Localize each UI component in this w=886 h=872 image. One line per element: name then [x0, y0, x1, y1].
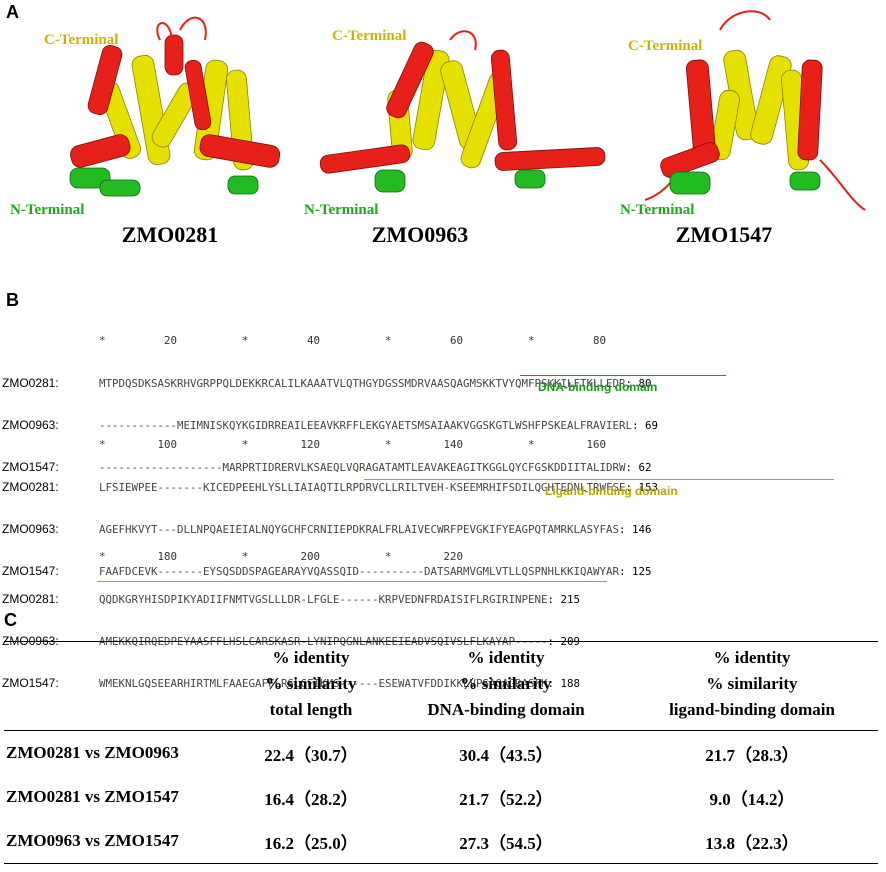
alignment-ruler: * 20 * 40 * 60 * 80: [0, 334, 658, 348]
alignment-row: ZMO0281: LFSIEWPEE-------KICEDPEEHLYSLLIA…: [0, 480, 658, 494]
header-total-length: total length: [269, 700, 353, 719]
dna-domain-underline: [520, 375, 726, 376]
cell-ligand: 13.8（22.3）: [626, 819, 878, 864]
alignment-row: ZMO1547: FAAFDCEVK-------EYSQSDDSPAGEARAY…: [0, 564, 658, 578]
header-dna-identity: % identity: [386, 641, 626, 668]
ruler-text: * 100 * 120 * 140 * 160: [99, 438, 607, 451]
table-row: ZMO0281 vs ZMO1547 16.4（28.2） 21.7（52.2）…: [4, 775, 878, 819]
c-terminal-label: C-Terminal: [332, 28, 407, 44]
cell-dna: 21.7（52.2）: [459, 789, 553, 809]
cell-total: 22.4（30.7）: [236, 730, 386, 775]
n-terminal-label: N-Terminal: [620, 202, 695, 218]
sequence-name: ZMO0281:: [2, 592, 59, 606]
structure-zmo0963-render: [319, 30, 606, 193]
header-total-similarity: % similarity: [265, 674, 357, 693]
sequence-text: MTPDQSDKSASKRHVGRPPQLDEKKRCALILKAAATVLQT…: [99, 377, 626, 390]
ligand-domain-underline: [364, 479, 834, 480]
sequence-name: ZMO1547:: [2, 564, 59, 578]
alignment-ruler: * 180 * 200 * 220: [0, 550, 580, 564]
cell-ligand: 21.7（28.3）: [626, 730, 878, 775]
structure-name: ZMO0281: [121, 222, 219, 247]
sequence-text: AGEFHKVYT---DLLNPQAEIEIALNQYGCHFCRNIIEPD…: [99, 523, 620, 536]
panel-label-a: A: [6, 2, 19, 22]
structure-zmo1547-render: [644, 10, 866, 211]
sequence-end: : 215: [547, 593, 581, 606]
header-ligand-domain: ligand-binding domain: [669, 700, 835, 719]
alignment-row: ZMO1547: WMEKNLGQSEEARHIRTMLFAAEGAFFLRSLG…: [0, 676, 580, 690]
structure-name: ZMO0963: [371, 222, 469, 247]
ligand-domain-underline-2: [97, 581, 607, 582]
cell-ligand: 9.0（14.2）: [709, 789, 795, 809]
identity-table: % identity % identity % identity % simil…: [4, 641, 878, 864]
n-terminal-label: N-Terminal: [10, 202, 85, 218]
table-row: ZMO0281 vs ZMO0963 22.4（30.7） 30.4（43.5）…: [4, 730, 878, 775]
header-total-identity: % identity: [236, 641, 386, 668]
panel-label-c: C: [4, 610, 17, 630]
alignment-row: ZMO0281: QQDKGRYHISDPIKYADIIFNMTVGSLLLDR-…: [0, 592, 580, 606]
sequence-end: : 80: [625, 377, 652, 390]
n-terminal-label: N-Terminal: [304, 202, 379, 218]
sequence-text: LFSIEWPEE-------KICEDPEEHLYSLLIAIAQTILRP…: [99, 481, 626, 494]
header-dna-similarity: % similarity: [460, 674, 552, 693]
sequence-end: : 146: [619, 523, 652, 536]
alignment-ruler: * 100 * 120 * 140 * 160: [0, 438, 658, 452]
sequence-name: ZMO0963:: [2, 418, 59, 432]
row-label: ZMO0281 vs ZMO1547: [6, 787, 179, 806]
structure-zmo0281: C-Terminal N-Terminal ZMO0281: [10, 0, 300, 260]
structure-zmo0963: C-Terminal N-Terminal ZMO0963: [300, 0, 620, 260]
ruler-text: * 180 * 200 * 220: [99, 550, 464, 563]
alignment-row: ZMO0281: MTPDQSDKSASKRHVGRPPQLDEKKRCALILK…: [0, 376, 658, 390]
cell-total: 16.2（25.0）: [236, 819, 386, 864]
sequence-text: FAAFDCEVK-------EYSQSDDSPAGEARAYVQASSQID…: [99, 565, 620, 578]
header-ligand-similarity: % similarity: [706, 674, 798, 693]
sequence-name: ZMO1547:: [2, 676, 59, 690]
header-dna-domain: DNA-binding domain: [427, 700, 585, 719]
panel-label-b: B: [6, 290, 19, 310]
sequence-name: ZMO0281:: [2, 376, 59, 390]
row-label: ZMO0281 vs ZMO0963: [4, 730, 236, 775]
table-row: ZMO0963 vs ZMO1547 16.2（25.0） 27.3（54.5）…: [4, 819, 878, 864]
sequence-text: WMEKNLGQSEEARHIRTMLFAAEGAFFLRSLGFIKMS---…: [99, 677, 548, 690]
c-terminal-label: C-Terminal: [44, 32, 119, 48]
sequence-text: ------------MEIMNISKQYKGIDRREAILEEAVKRFF…: [99, 419, 633, 432]
sequence-name: ZMO0281:: [2, 480, 59, 494]
sequence-end: : 153: [625, 481, 659, 494]
alignment-block-1: * 20 * 40 * 60 * 80 ZMO0281: MTPDQSDKSASK…: [0, 306, 658, 488]
sequence-end: : 125: [619, 565, 652, 578]
dna-binding-domain-label: DNA-binding domain: [538, 380, 658, 394]
cell-total: 16.4（28.2）: [264, 789, 358, 809]
structure-zmo0281-render: [69, 16, 281, 197]
row-label: ZMO0963 vs ZMO1547: [4, 819, 236, 864]
alignment-block-2: * 100 * 120 * 140 * 160 ZMO0281: LFSIEWPE…: [0, 410, 658, 592]
sequence-end: : 188: [547, 677, 581, 690]
ligand-binding-domain-label: Ligand-binding domain: [545, 484, 678, 498]
c-terminal-label: C-Terminal: [628, 38, 703, 54]
alignment-row: ZMO0963: AGEFHKVYT---DLLNPQAEIEIALNQYGCHF…: [0, 522, 658, 536]
alignment-row: ZMO1547: -------------------MARPRTIDRERVL…: [0, 460, 658, 474]
sequence-text: -------------------MARPRTIDRERVLKSAEQLVQ…: [99, 461, 626, 474]
alignment-row: ZMO0963: ------------MEIMNISKQYKGIDRREAIL…: [0, 418, 658, 432]
ruler-text: * 20 * 40 * 60 * 80: [99, 334, 607, 347]
sequence-end: : 69: [632, 419, 659, 432]
sequence-name: ZMO0963:: [2, 522, 59, 536]
sequence-end: : 62: [625, 461, 652, 474]
structure-zmo1547: C-Terminal N-Terminal ZMO1547: [620, 0, 886, 260]
structure-name: ZMO1547: [675, 222, 773, 247]
header-ligand-identity: % identity: [626, 641, 878, 668]
cell-dna: 30.4（43.5）: [386, 730, 626, 775]
sequence-text: QQDKGRYHISDPIKYADIIFNMTVGSLLLDR-LFGLE---…: [99, 593, 548, 606]
sequence-name: ZMO1547:: [2, 460, 59, 474]
cell-dna: 27.3（54.5）: [386, 819, 626, 864]
